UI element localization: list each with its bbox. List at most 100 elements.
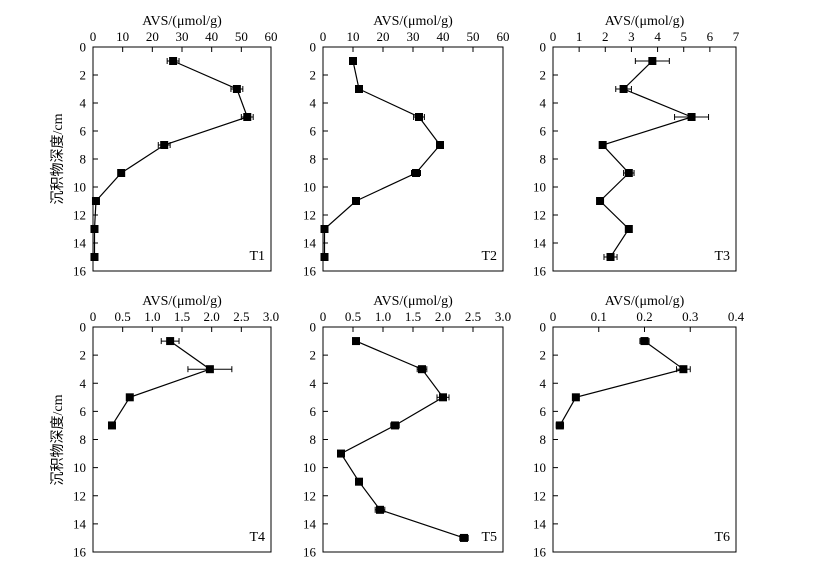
- y-tick-label: 8: [540, 432, 547, 447]
- data-point: [391, 421, 399, 430]
- y-tick-label: 2: [80, 68, 87, 83]
- y-tick-label: 4: [80, 96, 87, 111]
- y-tick-label: 12: [303, 488, 316, 503]
- data-point: [648, 57, 657, 65]
- plot-frame: [322, 326, 504, 553]
- y-tick-label: 0: [80, 320, 87, 335]
- x-tick-label: 0.4: [728, 309, 745, 324]
- y-tick-label: 10: [303, 180, 316, 195]
- x-tick-label: 40: [437, 29, 450, 44]
- y-tick-label: 0: [310, 40, 317, 55]
- x-axis-title: AVS/(μmol/g): [605, 14, 685, 29]
- x-tick-label: 4: [654, 29, 661, 44]
- x-tick-label: 60: [265, 29, 278, 44]
- y-tick-label: 8: [80, 432, 87, 447]
- panel-T6: 0 0.1 0.2 0.3 0.4 0 2 4 6 8 10 12 14 16 AVS/(μmol/g) T6: [533, 294, 745, 560]
- data-point: [418, 365, 426, 374]
- y-axis-title-bottom: 沉积物深度/cm: [50, 394, 66, 485]
- x-tick-label: 0: [320, 29, 327, 44]
- panels-group: 0 10 20 30 40 50 600246810121416AVS/(μmol/g)T1…: [73, 14, 745, 560]
- data-point: [160, 141, 169, 149]
- panel-label: T2: [481, 249, 497, 264]
- x-tick-label: 0: [90, 309, 97, 324]
- x-tick-label: 5: [680, 29, 687, 44]
- y-tick-label: 16: [303, 545, 317, 560]
- x-axis-title: AVS/(μmol/g): [142, 294, 222, 309]
- data-point: [679, 365, 688, 374]
- y-tick-label: 8: [80, 152, 87, 167]
- panel-T1: 0 10 20 30 40 50 60 0 2 4 6 8 10 12 14 16 AVS/(μmol/g) T1: [73, 14, 278, 279]
- y-tick-label: 12: [303, 208, 316, 223]
- data-point: [436, 141, 444, 149]
- data-point: [205, 365, 214, 374]
- data-point: [596, 197, 605, 205]
- data-point: [415, 113, 423, 121]
- x-tick-label: 0: [320, 309, 327, 324]
- x-tick-label: 30: [176, 29, 189, 44]
- x-axis-title: AVS/(μmol/g): [373, 294, 453, 309]
- y-tick-label: 8: [310, 432, 317, 447]
- x-tick-label: 2.5: [465, 309, 481, 324]
- y-tick-label: 12: [533, 208, 546, 223]
- y-tick-label: 14: [73, 236, 87, 251]
- data-point: [571, 393, 580, 402]
- x-tick-label: 50: [235, 29, 248, 44]
- data-point: [624, 225, 633, 233]
- y-tick-label: 16: [533, 545, 547, 560]
- x-axis-title: AVS/(μmol/g): [142, 14, 222, 29]
- panel-T4: 0 0.5 1.0 1.5 2.0 2.5 3.0 0 2 4 6 8 10 12 14 16 AVS/(μmo…: [73, 294, 279, 560]
- x-tick-label: 2: [602, 29, 609, 44]
- y-tick-label: 4: [310, 96, 317, 111]
- series-line: [599, 60, 694, 258]
- data-point: [376, 505, 384, 514]
- data-point: [598, 141, 607, 149]
- x-tick-label: 6: [707, 29, 714, 44]
- x-tick-label: 1.0: [144, 309, 160, 324]
- data-point: [640, 337, 649, 346]
- y-tick-label: 16: [303, 264, 317, 279]
- x-tick-label: 0.5: [345, 309, 361, 324]
- data-point: [460, 533, 468, 542]
- x-tick-label: 0: [550, 29, 557, 44]
- y-tick-label: 2: [80, 348, 87, 363]
- x-tick-label: 0: [90, 29, 97, 44]
- panel-label: T3: [714, 249, 730, 264]
- data-point: [412, 169, 420, 177]
- x-tick-label: 20: [377, 29, 390, 44]
- x-tick-label: 0.5: [115, 309, 131, 324]
- x-tick-label: 1.5: [174, 309, 190, 324]
- data-point: [355, 477, 363, 486]
- data-point: [166, 337, 175, 346]
- y-tick-label: 4: [310, 376, 317, 391]
- x-axis-title: AVS/(μmol/g): [605, 294, 685, 309]
- x-tick-label: 1.5: [405, 309, 421, 324]
- y-tick-label: 0: [540, 40, 547, 55]
- data-point: [355, 85, 363, 93]
- data-point: [320, 253, 329, 261]
- plot-frame: [322, 46, 504, 272]
- data-point: [91, 197, 100, 205]
- y-tick-label: 10: [533, 460, 546, 475]
- y-tick-label: 8: [310, 152, 317, 167]
- plot-frame: [92, 46, 272, 272]
- series-line: [93, 60, 249, 257]
- panel-label: T6: [714, 530, 730, 545]
- y-tick-label: 2: [310, 348, 317, 363]
- x-tick-label: 20: [146, 29, 159, 44]
- data-point: [624, 169, 633, 177]
- series-line: [340, 340, 465, 539]
- y-tick-label: 8: [540, 152, 547, 167]
- y-tick-label: 4: [540, 96, 547, 111]
- y-tick-label: 6: [310, 404, 317, 419]
- y-tick-label: 12: [73, 488, 86, 503]
- y-tick-label: 14: [73, 516, 87, 531]
- x-tick-label: 3.0: [495, 309, 511, 324]
- plot-frame: [92, 326, 272, 553]
- panel-T2: 0 10 20 30 40 50 60 0 2 4 6 8 10 12 14 16 AVS/(μmol/g) T2: [303, 14, 510, 279]
- y-tick-label: 16: [73, 545, 87, 560]
- x-tick-label: 7: [733, 29, 740, 44]
- data-point: [352, 197, 360, 205]
- data-point: [555, 421, 564, 430]
